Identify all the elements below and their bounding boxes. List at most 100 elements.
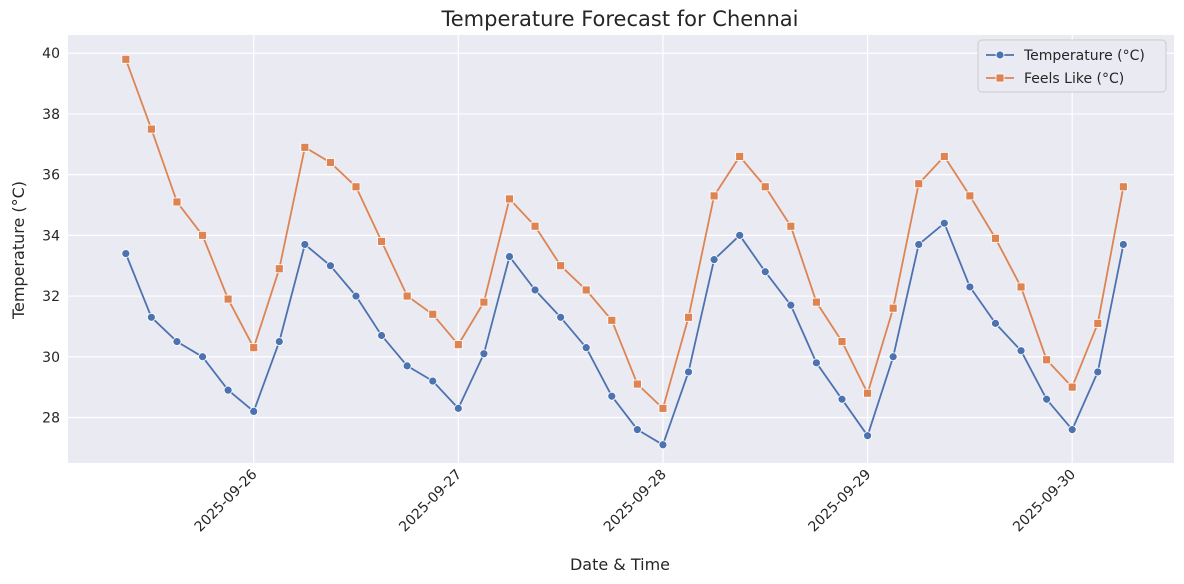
data-point xyxy=(1118,182,1128,192)
data-point xyxy=(965,282,975,292)
data-point xyxy=(581,285,591,295)
data-point xyxy=(530,285,540,295)
data-point xyxy=(914,179,924,189)
data-point xyxy=(939,218,949,228)
data-point xyxy=(914,240,924,249)
data-point xyxy=(581,343,591,353)
series-layer xyxy=(121,54,1128,450)
chart-title: Temperature Forecast for Chennai xyxy=(441,7,799,31)
y-tick-label: 28 xyxy=(42,410,60,426)
legend-label-temperature: Temperature (°C) xyxy=(1023,48,1145,64)
data-point xyxy=(1118,240,1128,249)
y-axis-label: Temperature (°C) xyxy=(9,181,28,320)
plot-area xyxy=(68,35,1174,463)
x-axis-label: Date & Time xyxy=(570,555,670,574)
legend-box xyxy=(977,39,1167,93)
data-point xyxy=(837,337,847,346)
data-point xyxy=(1016,282,1026,292)
data-point xyxy=(351,182,361,192)
data-point xyxy=(121,249,131,258)
data-point xyxy=(760,182,770,192)
data-point xyxy=(505,194,514,204)
data-point xyxy=(402,361,412,371)
series-feels-like xyxy=(121,54,1128,413)
data-point xyxy=(198,352,207,362)
legend-marker-feels-like xyxy=(995,73,1005,83)
y-tick-label: 32 xyxy=(42,289,60,305)
y-tick-label: 38 xyxy=(42,107,60,123)
data-point xyxy=(249,406,259,416)
data-point xyxy=(428,376,438,386)
data-point xyxy=(326,158,335,167)
series-line xyxy=(124,222,1125,446)
data-point xyxy=(300,142,310,152)
data-point xyxy=(505,252,514,261)
y-tick-label: 30 xyxy=(42,350,60,366)
data-point xyxy=(632,425,642,435)
data-point xyxy=(146,312,156,322)
data-point xyxy=(274,337,284,346)
data-point xyxy=(1067,425,1077,435)
data-point xyxy=(812,297,821,307)
data-point xyxy=(684,367,693,377)
data-point xyxy=(1067,382,1077,392)
y-tick-label: 34 xyxy=(42,228,60,244)
data-point xyxy=(1093,367,1103,377)
data-point xyxy=(837,394,847,404)
data-point xyxy=(377,237,386,246)
data-point xyxy=(453,340,463,350)
data-point xyxy=(1016,346,1026,356)
data-point xyxy=(991,318,1000,328)
data-point xyxy=(428,309,438,319)
data-point xyxy=(658,403,668,413)
data-point xyxy=(198,230,207,240)
data-point xyxy=(786,221,796,231)
data-point xyxy=(172,197,182,207)
data-point xyxy=(1042,394,1052,404)
data-point xyxy=(351,291,361,301)
data-point xyxy=(760,267,770,277)
legend-marker-temperature xyxy=(995,50,1005,60)
data-point xyxy=(172,337,182,346)
data-point xyxy=(863,388,872,398)
legend: Temperature (°C) Feels Like (°C) xyxy=(977,39,1167,93)
y-tick-labels: 28 30 32 34 36 38 40 xyxy=(42,46,60,426)
data-point xyxy=(965,191,975,201)
data-point xyxy=(939,152,949,161)
data-point xyxy=(684,312,693,322)
data-point xyxy=(888,303,898,313)
data-point xyxy=(479,297,489,307)
data-point xyxy=(658,440,668,450)
data-point xyxy=(812,358,821,368)
data-point xyxy=(632,379,642,389)
data-point xyxy=(479,349,489,359)
data-point xyxy=(377,331,386,340)
data-point xyxy=(326,261,335,271)
data-point xyxy=(146,124,156,134)
data-point xyxy=(223,385,233,395)
data-point xyxy=(556,312,566,322)
data-point xyxy=(863,431,872,441)
data-point xyxy=(223,294,233,304)
data-point xyxy=(530,221,540,231)
data-point xyxy=(274,264,284,274)
data-point xyxy=(121,54,131,64)
data-point xyxy=(607,391,617,401)
data-point xyxy=(991,233,1000,243)
data-point xyxy=(735,230,745,240)
data-point xyxy=(556,261,566,271)
data-point xyxy=(1093,318,1103,328)
data-point xyxy=(735,152,745,161)
y-tick-label: 40 xyxy=(42,46,60,62)
data-point xyxy=(709,255,719,265)
series-temperature xyxy=(121,218,1128,450)
data-point xyxy=(888,352,898,362)
series-line xyxy=(124,58,1125,410)
data-point xyxy=(607,315,617,325)
data-point xyxy=(1042,355,1052,365)
data-point xyxy=(709,191,719,201)
data-point xyxy=(786,300,796,310)
data-point xyxy=(453,403,463,413)
data-point xyxy=(300,240,310,249)
